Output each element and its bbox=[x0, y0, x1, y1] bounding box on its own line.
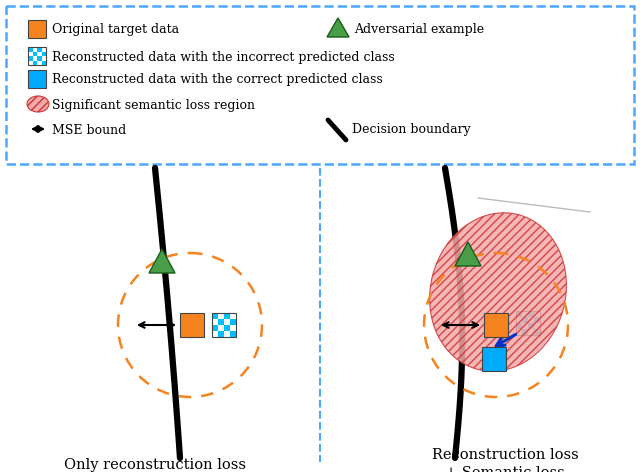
Bar bbox=[212, 313, 218, 319]
FancyBboxPatch shape bbox=[484, 313, 508, 337]
Text: Reconstructed data with the incorrect predicted class: Reconstructed data with the incorrect pr… bbox=[52, 51, 395, 64]
Bar bbox=[28, 47, 33, 51]
Bar bbox=[522, 317, 528, 323]
Bar bbox=[230, 331, 236, 337]
Bar bbox=[218, 313, 224, 319]
Bar bbox=[33, 51, 37, 56]
Polygon shape bbox=[149, 249, 175, 273]
Bar bbox=[516, 329, 522, 335]
Text: Decision boundary: Decision boundary bbox=[352, 124, 471, 136]
Bar bbox=[534, 311, 540, 317]
Bar bbox=[33, 56, 37, 60]
Bar bbox=[37, 51, 42, 56]
Bar bbox=[212, 331, 218, 337]
Bar bbox=[218, 331, 224, 337]
Bar bbox=[528, 323, 534, 329]
Bar bbox=[230, 319, 236, 325]
Bar bbox=[212, 319, 218, 325]
Bar bbox=[42, 60, 46, 65]
FancyBboxPatch shape bbox=[180, 313, 204, 337]
Text: MSE bound: MSE bound bbox=[52, 124, 126, 136]
Bar bbox=[516, 317, 522, 323]
Bar bbox=[230, 313, 236, 319]
Bar bbox=[224, 325, 230, 331]
Text: Original target data: Original target data bbox=[52, 24, 179, 36]
Bar bbox=[528, 317, 534, 323]
Bar bbox=[42, 56, 46, 60]
Bar bbox=[224, 313, 230, 319]
Bar bbox=[528, 311, 534, 317]
FancyBboxPatch shape bbox=[28, 20, 46, 38]
Bar bbox=[42, 51, 46, 56]
Bar bbox=[37, 60, 42, 65]
Text: Significant semantic loss region: Significant semantic loss region bbox=[52, 99, 255, 111]
Bar bbox=[516, 311, 522, 317]
Bar bbox=[42, 47, 46, 51]
Bar bbox=[33, 60, 37, 65]
Bar bbox=[224, 319, 230, 325]
Polygon shape bbox=[327, 18, 349, 37]
FancyBboxPatch shape bbox=[6, 6, 634, 164]
Bar bbox=[218, 325, 224, 331]
Bar bbox=[522, 311, 528, 317]
Bar bbox=[212, 325, 218, 331]
Ellipse shape bbox=[429, 213, 566, 371]
Bar bbox=[33, 47, 37, 51]
Bar bbox=[522, 323, 528, 329]
FancyBboxPatch shape bbox=[28, 70, 46, 88]
Text: Reconstruction loss
+ Semantic loss: Reconstruction loss + Semantic loss bbox=[431, 448, 579, 472]
Bar bbox=[28, 60, 33, 65]
Ellipse shape bbox=[27, 96, 49, 112]
Bar bbox=[534, 329, 540, 335]
FancyBboxPatch shape bbox=[482, 347, 506, 371]
Polygon shape bbox=[455, 242, 481, 266]
Bar bbox=[28, 47, 46, 65]
Bar bbox=[212, 313, 236, 337]
Bar bbox=[516, 311, 540, 335]
Text: Only reconstruction loss: Only reconstruction loss bbox=[64, 458, 246, 472]
Text: Adversarial example: Adversarial example bbox=[354, 24, 484, 36]
Bar bbox=[528, 329, 534, 335]
Bar bbox=[534, 317, 540, 323]
Bar bbox=[37, 56, 42, 60]
Bar bbox=[28, 51, 33, 56]
Bar bbox=[516, 323, 522, 329]
Bar bbox=[534, 323, 540, 329]
Bar bbox=[522, 329, 528, 335]
Bar bbox=[224, 331, 230, 337]
Bar bbox=[230, 325, 236, 331]
Bar bbox=[37, 47, 42, 51]
Text: Reconstructed data with the correct predicted class: Reconstructed data with the correct pred… bbox=[52, 74, 383, 86]
Bar bbox=[28, 56, 33, 60]
Bar bbox=[218, 319, 224, 325]
